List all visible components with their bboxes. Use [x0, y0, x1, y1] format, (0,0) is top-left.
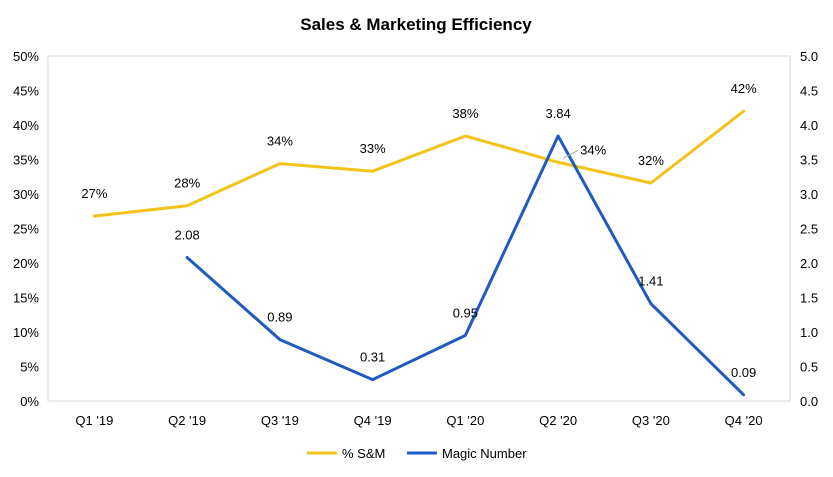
left-axis-tick-label: 40%	[13, 118, 39, 133]
left-axis-tick-label: 5%	[20, 360, 39, 375]
left-axis-tick-label: 20%	[13, 256, 39, 271]
x-axis-tick-label: Q2 '19	[168, 413, 206, 428]
magic-number-data-label: 2.08	[174, 227, 199, 242]
series-layer	[92, 109, 746, 397]
magic-number-data-label: 1.41	[638, 274, 663, 289]
right-axis-tick-label: 2.5	[800, 222, 818, 237]
left-axis-tick-label: 30%	[13, 187, 39, 202]
right-axis-tick-label: 1.5	[800, 291, 818, 306]
sm-percent-data-label: 42%	[731, 81, 757, 96]
right-axis-tick-label: 1.0	[800, 325, 818, 340]
magic-number-data-label: 0.31	[360, 350, 385, 365]
sm-percent-data-label: 33%	[360, 141, 386, 156]
left-axis-tick-label: 15%	[13, 291, 39, 306]
chart-title: Sales & Marketing Efficiency	[300, 15, 532, 34]
x-axis: Q1 '19 Q2 '19 Q3 '19 Q4 '19 Q1 '20 Q2 '20 Q3 '…	[75, 413, 762, 428]
sm-percent-data-label: 32%	[638, 153, 664, 168]
left-axis-tick-label: 45%	[13, 84, 39, 99]
data-label-leader-line	[562, 149, 579, 159]
left-axis: 0% 5% 10% 15% 20% 25% 30% 35% 40% 45% 50%	[13, 49, 39, 409]
magic-number-data-label: 0.95	[453, 305, 478, 320]
legend: % S&M Magic Number	[307, 446, 527, 461]
plot-area	[47, 55, 791, 402]
x-axis-tick-label: Q1 '19	[75, 413, 113, 428]
x-axis-tick-label: Q1 '20	[446, 413, 484, 428]
data-label-layer: 27% 28% 34% 33% 38% 34% 32% 42% 2.08 0.89 0.31 0.95…	[81, 81, 757, 380]
left-axis-tick-label: 25%	[13, 222, 39, 237]
magic-number-data-label: 0.89	[267, 310, 292, 325]
right-axis-tick-label: 4.0	[800, 118, 818, 133]
right-axis-tick-label: 4.5	[800, 84, 818, 99]
right-axis-tick-label: 0.5	[800, 360, 818, 375]
magic-number-data-label: 0.09	[731, 365, 756, 380]
x-axis-tick-label: Q2 '20	[539, 413, 577, 428]
x-axis-tick-label: Q4 '19	[354, 413, 392, 428]
x-axis-tick-label: Q4 '20	[725, 413, 763, 428]
right-axis-tick-label: 0.0	[800, 394, 818, 409]
left-axis-tick-label: 0%	[20, 394, 39, 409]
sm-percent-series-line	[92, 109, 746, 218]
right-axis: 0.0 0.5 1.0 1.5 2.0 2.5 3.0 3.5 4.0 4.5 5.0	[800, 49, 818, 409]
sm-percent-data-label: 34%	[580, 142, 606, 157]
sm-percent-data-label: 28%	[174, 176, 200, 191]
legend-label-magic-number: Magic Number	[442, 446, 527, 461]
x-axis-tick-label: Q3 '20	[632, 413, 670, 428]
left-axis-tick-label: 50%	[13, 49, 39, 64]
sm-percent-data-label: 38%	[452, 106, 478, 121]
magic-number-data-label: 3.84	[545, 106, 570, 121]
right-axis-tick-label: 5.0	[800, 49, 818, 64]
left-axis-tick-label: 10%	[13, 325, 39, 340]
right-axis-tick-label: 3.5	[800, 153, 818, 168]
right-axis-tick-label: 3.0	[800, 187, 818, 202]
right-axis-tick-label: 2.0	[800, 256, 818, 271]
legend-label-sm-percent: % S&M	[342, 446, 385, 461]
left-axis-tick-label: 35%	[13, 153, 39, 168]
x-axis-tick-label: Q3 '19	[261, 413, 299, 428]
sm-percent-data-label: 27%	[81, 186, 107, 201]
magic-number-series-line	[185, 134, 746, 397]
sm-percent-data-label: 34%	[267, 134, 293, 149]
